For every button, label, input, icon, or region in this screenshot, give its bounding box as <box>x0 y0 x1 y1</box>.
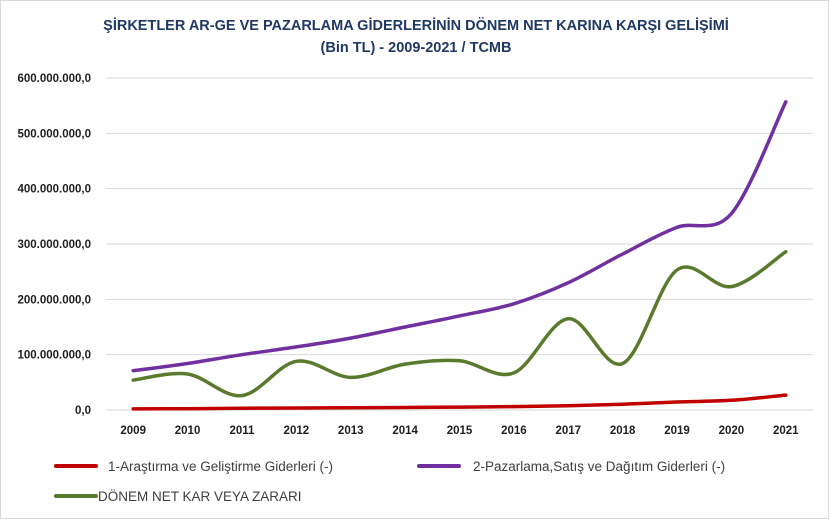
series-line-rd-expenses <box>131 393 788 411</box>
legend: 1-Araştırma ve Geliştirme Giderleri (-) 2… <box>54 459 725 504</box>
x-tick-label: 2018 <box>610 425 636 437</box>
x-tick-label: 2016 <box>501 425 527 437</box>
y-tick-label: 100.000.000,0 <box>17 350 91 362</box>
x-tick-label: 2015 <box>447 425 473 437</box>
x-tick-label: 2019 <box>664 425 690 437</box>
legend-label-net-profit: DÖNEM NET KAR VEYA ZARARI <box>98 489 302 504</box>
legend-label-rd-expenses: 1-Araştırma ve Geliştirme Giderleri (-) <box>108 459 333 474</box>
x-tick-label: 2014 <box>392 425 418 437</box>
y-tick-label: 200.000.000,0 <box>17 294 91 306</box>
series-lines <box>131 100 788 411</box>
gridlines <box>106 77 813 411</box>
x-axis-tick-labels: 2009 2010 2011 2012 2013 2014 2015 2016 2017 2018… <box>120 425 799 437</box>
x-tick-label: 2012 <box>284 425 310 437</box>
x-tick-label: 2010 <box>175 425 201 437</box>
y-tick-label: 300.000.000,0 <box>17 239 91 251</box>
series-line-net-profit <box>131 249 788 398</box>
chart-subtitle: (Bin TL) - 2009-2021 / TCMB <box>321 40 512 56</box>
y-tick-label: 500.000.000,0 <box>17 128 91 140</box>
y-axis-tick-labels: 0,0 100.000.000,0 200.000.000,0 300.000.000… <box>17 73 91 417</box>
y-tick-label: 600.000.000,0 <box>17 73 91 85</box>
chart-title: ŞİRKETLER AR-GE VE PAZARLAMA GİDERLERİNİ… <box>103 17 729 34</box>
x-tick-label: 2013 <box>338 425 364 437</box>
x-tick-label: 2017 <box>555 425 581 437</box>
y-tick-label: 400.000.000,0 <box>17 184 91 196</box>
x-tick-label: 2021 <box>773 425 799 437</box>
x-tick-label: 2009 <box>120 425 146 437</box>
series-line-marketing-expenses <box>131 100 788 373</box>
legend-label-marketing-expenses: 2-Pazarlama,Satış ve Dağıtım Giderleri (… <box>473 459 725 474</box>
x-tick-label: 2020 <box>719 425 745 437</box>
x-tick-label: 2011 <box>229 425 255 437</box>
y-tick-label: 0,0 <box>75 405 91 417</box>
